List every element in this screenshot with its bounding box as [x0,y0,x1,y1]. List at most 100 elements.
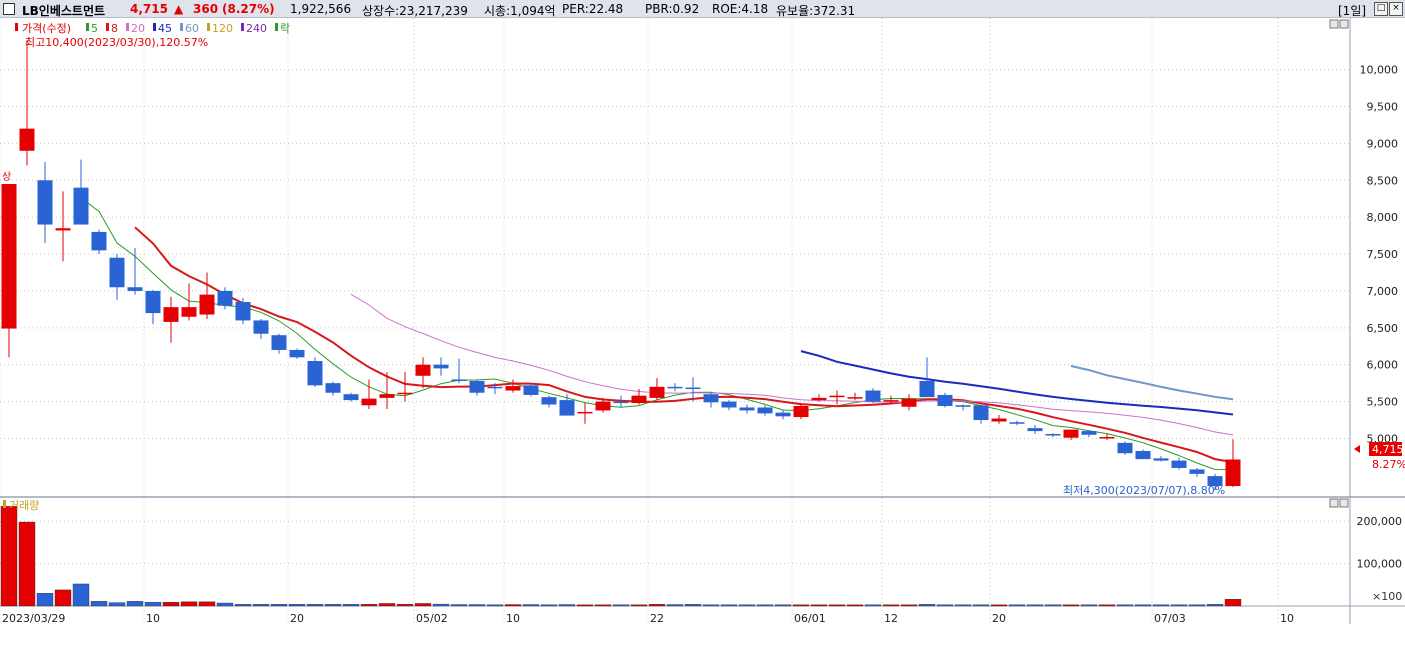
candle [595,397,611,413]
current-price-tag [1369,442,1402,456]
candle [433,357,449,376]
volume-panel [0,498,1350,606]
maximize-button[interactable]: □ [1374,2,1388,16]
volume-bar [666,604,684,607]
volume-bar [324,604,342,607]
candle-body [1045,434,1061,436]
candle-body [145,290,161,314]
candle [127,248,143,295]
candle-body [127,287,143,291]
ma-legend-items: 5 8 20 45 60 120 240 락 [86,22,290,35]
candle [1063,429,1079,440]
volume-panel-min-button[interactable] [1329,498,1339,508]
candle-body [883,400,899,402]
volume-bar [792,604,810,607]
candle [469,379,485,396]
volume-legend-swatch [3,500,6,508]
date-tick-label: 06/01 [794,612,826,625]
select-checkbox[interactable] [3,3,15,15]
candle [811,394,827,402]
candle [91,229,107,255]
vertical-grid-lines [0,18,1279,624]
candle-body [19,128,35,151]
current-price: 4,715 [130,2,168,16]
candle [505,379,521,393]
candle-body [865,390,881,402]
candle [253,318,269,339]
volume-bar [846,604,864,607]
panel-min-button[interactable] [1329,19,1339,29]
volume-bar [126,601,144,607]
candle [667,383,683,392]
ma-legend-swatch [126,23,129,31]
volume-bar [594,604,612,607]
volume-bar [756,604,774,607]
price-tick-label: 10,000 [1360,64,1399,77]
volume-bar [990,604,1008,607]
volume-bar [0,506,18,607]
candle-body [1117,442,1133,454]
candle [19,40,35,166]
candle [523,383,539,397]
volume-bar [450,604,468,607]
candle [1099,434,1115,440]
volume-bar [1008,604,1026,607]
volume-bar [1134,604,1152,607]
candle-body [667,386,683,389]
candle [361,379,377,409]
period-selector[interactable]: [1일] [1338,4,1367,18]
candle-body [955,405,971,407]
volume-bar [342,604,360,607]
volume-bar [234,604,252,607]
date-tick-label: 20 [992,612,1006,625]
candle [1135,449,1151,460]
candle [1207,473,1223,491]
candle-body [433,364,449,369]
volume-panel-max-button[interactable] [1339,498,1349,508]
candle [793,403,809,420]
stock-chart[interactable]: 10,000 9,500 9,000 8,500 8,000 7,500 7,000 6,50… [0,18,1405,648]
candle [1171,457,1187,470]
ma-legend-swatch [153,23,156,31]
candle-body [613,401,629,404]
volume-bar [630,604,648,607]
change-percent: (8.27%) [222,2,275,16]
date-tick-label: 22 [650,612,664,625]
volume-bar [378,603,396,607]
volume-bar [72,583,90,607]
candle [1081,430,1097,437]
candle-body [703,394,719,403]
candle-body [73,187,89,225]
volume-bar [18,521,36,607]
candle-body [181,307,197,317]
volume-bar [396,604,414,607]
candle [451,358,467,384]
date-axis: 2023/03/29 10 20 05/02 10 22 06/01 12 20 07/03 10 [2,612,1294,625]
volume-bar [648,604,666,607]
candle [631,389,647,405]
candle-body [289,349,305,358]
price-axis: 10,000 9,500 9,000 8,500 8,000 7,500 7,000 6,50… [1360,64,1399,446]
volume-bar [738,604,756,607]
volume-bar [252,604,270,607]
current-price-pointer-icon [1354,445,1360,453]
volume-bar [90,601,108,607]
stock-name[interactable]: LB인베스트먼트 [22,4,106,18]
candle [37,161,53,243]
candle [397,372,413,402]
candle-body [829,395,845,398]
price-tick-label: 9,500 [1367,101,1399,114]
ma60-line [1070,365,1234,401]
ma-legend-label: 60 [185,22,199,35]
price-legend-label: 가격(수정) [22,22,71,35]
candle-body [1009,422,1025,424]
ma-legend-label: 8 [111,22,118,35]
candle [181,283,197,321]
price-tick-label: 6,000 [1367,359,1399,372]
close-button[interactable]: × [1389,2,1403,16]
ma8-line [134,226,1234,464]
panel-max-button[interactable] [1339,19,1349,29]
volume-tick-label: 200,000 [1357,515,1403,528]
candle [217,287,233,310]
candle [577,403,593,424]
